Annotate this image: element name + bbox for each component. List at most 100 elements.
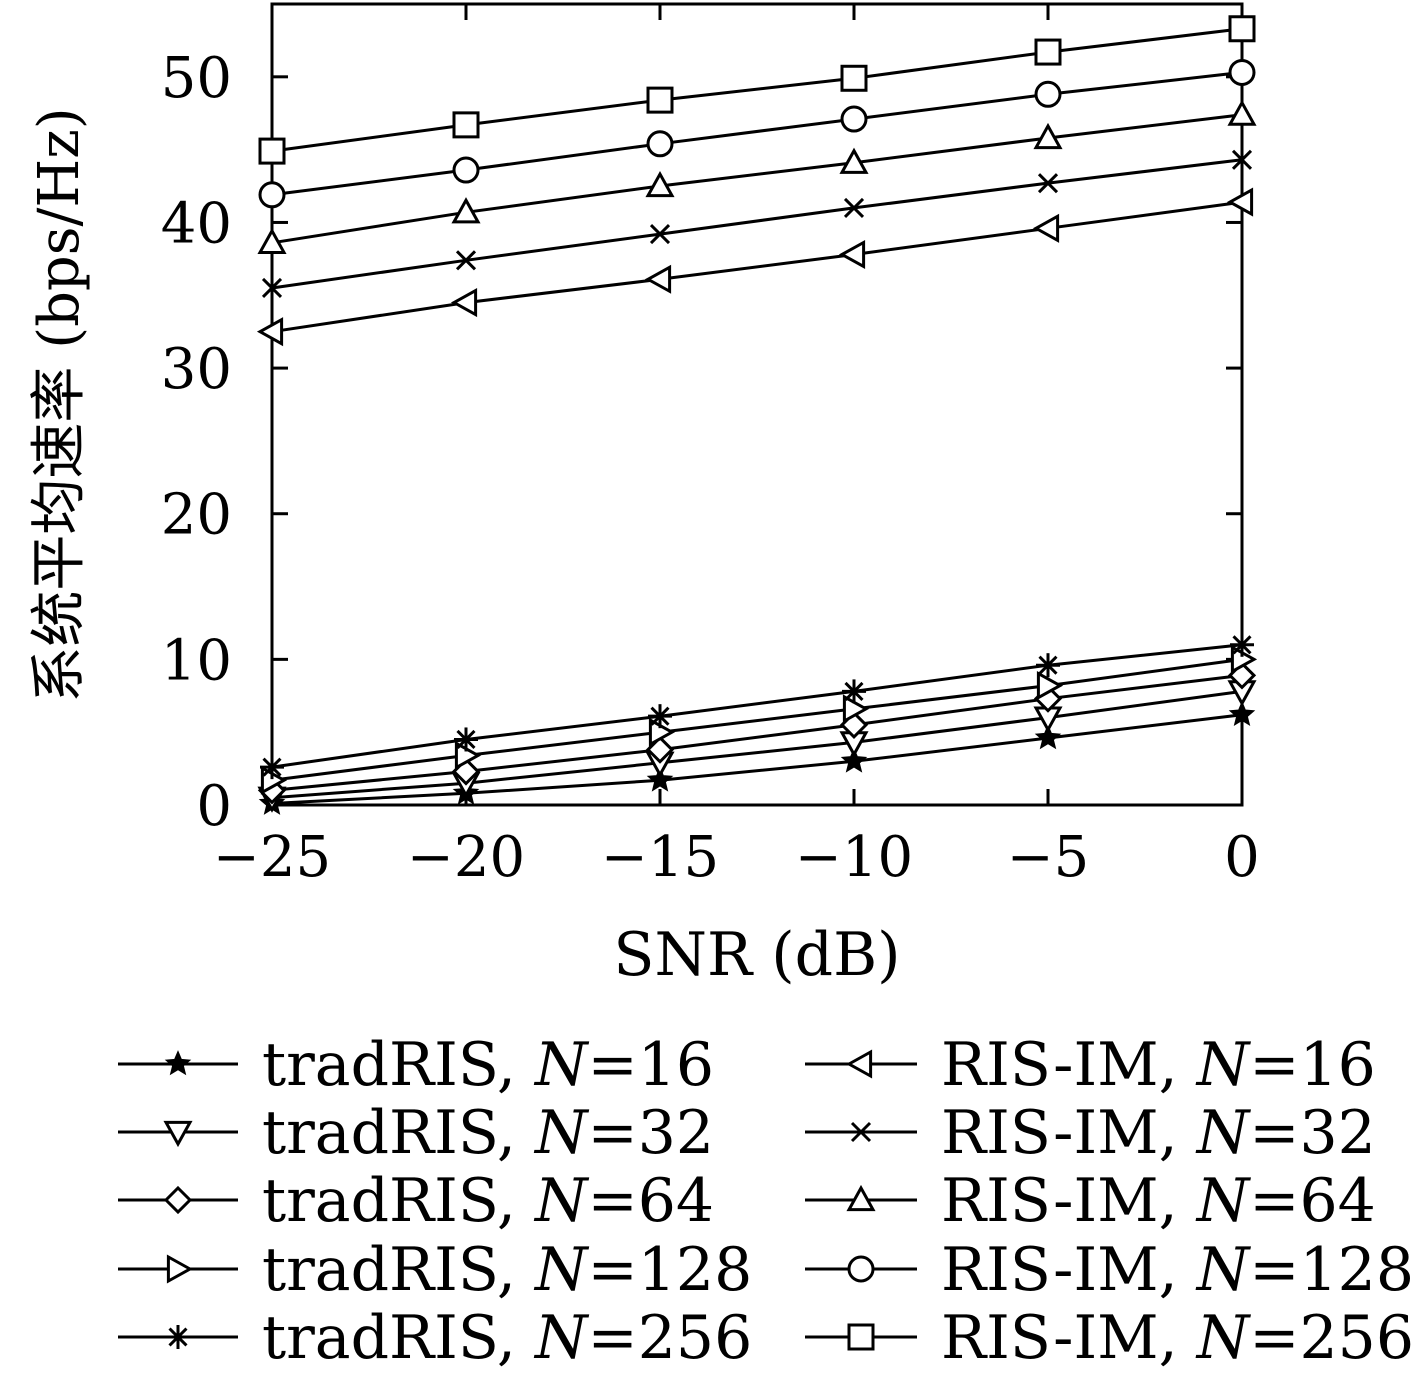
- marker-asterisk: [842, 679, 866, 704]
- legend-label-prefix: RIS-IM,: [941, 1166, 1197, 1236]
- y-tick-label: 20: [161, 483, 232, 548]
- series-1: [257, 680, 1257, 813]
- legend-label: tradRIS, N=64: [262, 1166, 714, 1236]
- series-5: [256, 187, 1254, 347]
- marker-triangle-left: [450, 288, 478, 318]
- series-layer: [256, 15, 1258, 815]
- marker-triangle-up: [1033, 122, 1063, 150]
- marker-circle: [840, 105, 868, 133]
- marker-triangle-left: [256, 317, 284, 347]
- legend-label-eq: =16: [1249, 1030, 1376, 1100]
- legend-label-prefix: RIS-IM,: [941, 1098, 1197, 1168]
- marker-circle: [452, 156, 480, 184]
- legend-label-eq: =16: [587, 1030, 714, 1100]
- legend-label-var: N: [533, 1235, 590, 1305]
- marker-square: [847, 1323, 875, 1351]
- legend-label-prefix: tradRIS,: [262, 1030, 535, 1100]
- y-tick-label: 0: [196, 774, 232, 839]
- x-tick-label: 0: [1224, 825, 1260, 890]
- marker-star: [1228, 700, 1256, 726]
- marker-square: [1228, 15, 1256, 43]
- legend-label-prefix: tradRIS,: [262, 1166, 535, 1236]
- plot-area: [270, 2, 1244, 807]
- marker-circle: [258, 181, 286, 209]
- legend-label: tradRIS, N=16: [262, 1030, 714, 1100]
- x-axis: −25 −20 −15 −10 −5 0: [213, 4, 1260, 890]
- y-axis: 0 10 20 30 40 50: [161, 46, 1242, 839]
- marker-diamond: [163, 1185, 193, 1215]
- marker-star: [1034, 724, 1062, 750]
- marker-triangle-up: [839, 147, 869, 174]
- marker-square: [452, 111, 480, 139]
- series-2: [257, 661, 1257, 805]
- legend-label: RIS-IM, N=64: [941, 1166, 1376, 1236]
- legend-item-8: RIS-IM, N=128: [805, 1235, 1414, 1305]
- marker-circle: [1228, 58, 1256, 86]
- legend-item-5: RIS-IM, N=16: [805, 1030, 1376, 1100]
- legend-label-eq: =64: [1249, 1166, 1376, 1236]
- legend-label: tradRIS, N=256: [262, 1303, 752, 1373]
- marker-x: [1037, 173, 1059, 194]
- marker-circle: [1034, 80, 1062, 108]
- series-line: [271, 713, 1243, 805]
- marker-square: [646, 86, 674, 114]
- legend-label: RIS-IM, N=128: [941, 1235, 1414, 1305]
- legend-label-prefix: tradRIS,: [262, 1098, 535, 1168]
- legend-label-eq: =64: [587, 1166, 714, 1236]
- marker-x: [455, 250, 477, 271]
- marker-asterisk: [1036, 653, 1060, 678]
- legend-label-var: N: [533, 1166, 590, 1236]
- legend-label-eq: =128: [1249, 1235, 1414, 1305]
- marker-x: [1231, 149, 1253, 170]
- legend-item-2: tradRIS, N=64: [118, 1166, 714, 1236]
- legend-label: RIS-IM, N=256: [941, 1303, 1414, 1373]
- legend-label-prefix: RIS-IM,: [941, 1030, 1197, 1100]
- y-tick-label: 30: [161, 337, 232, 402]
- marker-triangle-up: [645, 170, 675, 198]
- x-axis-label: SNR (dB): [613, 920, 900, 990]
- y-tick-label: 50: [161, 46, 232, 111]
- marker-x: [843, 197, 865, 218]
- legend-item-6: RIS-IM, N=32: [805, 1098, 1376, 1168]
- series-line: [271, 657, 1243, 782]
- marker-triangle-up: [846, 1184, 876, 1212]
- legend-label-eq: =32: [1249, 1098, 1376, 1168]
- legend-label-var: N: [1195, 1303, 1252, 1373]
- series-line: [271, 113, 1243, 245]
- series-line: [271, 27, 1243, 153]
- legend-label-prefix: RIS-IM,: [941, 1235, 1197, 1305]
- legend-label: RIS-IM, N=16: [941, 1030, 1376, 1100]
- series-8: [258, 58, 1256, 209]
- legend-label: RIS-IM, N=32: [941, 1098, 1376, 1168]
- legend-label: tradRIS, N=32: [262, 1098, 714, 1168]
- marker-triangle-down: [163, 1120, 193, 1148]
- marker-square: [258, 137, 286, 165]
- legend-label-var: N: [533, 1030, 590, 1100]
- series-6: [261, 149, 1253, 299]
- marker-star: [164, 1050, 192, 1076]
- marker-triangle-up: [1227, 99, 1257, 126]
- marker-triangle-left: [1032, 213, 1060, 243]
- marker-x: [649, 224, 671, 245]
- legend-label-prefix: RIS-IM,: [941, 1303, 1197, 1373]
- marker-star: [840, 747, 868, 773]
- marker-triangle-left: [845, 1049, 873, 1079]
- x-tick-label: −20: [407, 825, 525, 890]
- series-line: [271, 689, 1243, 800]
- y-tick-label: 40: [161, 191, 232, 256]
- marker-triangle-left: [644, 264, 672, 294]
- legend-label-var: N: [1195, 1030, 1252, 1100]
- legend-label-var: N: [1195, 1098, 1252, 1168]
- marker-x: [261, 277, 283, 299]
- y-tick-label: 10: [161, 628, 232, 693]
- legend-item-9: RIS-IM, N=256: [805, 1303, 1414, 1373]
- x-tick-label: −25: [213, 825, 331, 890]
- legend-label-var: N: [1195, 1235, 1252, 1305]
- x-tick-label: −15: [601, 825, 719, 890]
- plot-frame: [270, 2, 1244, 807]
- legend-label-prefix: tradRIS,: [262, 1303, 535, 1373]
- marker-asterisk: [454, 727, 478, 752]
- marker-triangle-right: [166, 1254, 194, 1284]
- marker-x: [850, 1121, 872, 1143]
